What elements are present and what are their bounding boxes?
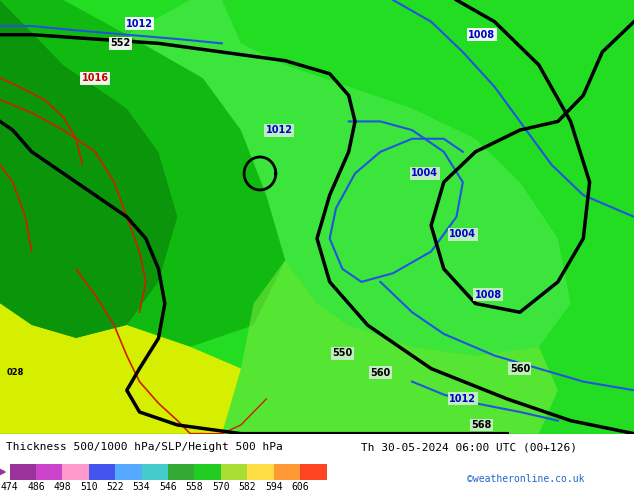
Bar <box>10 464 36 480</box>
Polygon shape <box>222 260 558 434</box>
Bar <box>195 464 221 480</box>
Text: 550: 550 <box>332 348 353 358</box>
Text: 560: 560 <box>370 368 391 378</box>
Bar <box>141 464 168 480</box>
Text: 552: 552 <box>110 38 131 49</box>
Text: 474: 474 <box>1 482 18 490</box>
Text: 028: 028 <box>6 368 23 377</box>
Text: 582: 582 <box>238 482 256 490</box>
Text: 498: 498 <box>53 482 71 490</box>
Text: 1004: 1004 <box>411 169 438 178</box>
Text: Th 30-05-2024 06:00 UTC (00+126): Th 30-05-2024 06:00 UTC (00+126) <box>361 442 578 452</box>
Bar <box>274 464 300 480</box>
Text: 1008: 1008 <box>469 30 495 40</box>
Text: 546: 546 <box>159 482 177 490</box>
Text: 510: 510 <box>80 482 98 490</box>
Bar <box>115 464 141 480</box>
Text: 1016: 1016 <box>82 73 108 83</box>
Bar <box>168 464 195 480</box>
Bar <box>89 464 115 480</box>
Bar <box>247 464 274 480</box>
Polygon shape <box>0 304 241 434</box>
Text: 1012: 1012 <box>450 394 476 404</box>
Polygon shape <box>127 0 571 356</box>
Text: 1008: 1008 <box>475 290 501 300</box>
Text: 570: 570 <box>212 482 230 490</box>
Text: 594: 594 <box>265 482 283 490</box>
Polygon shape <box>0 0 285 347</box>
Polygon shape <box>0 304 241 434</box>
Text: 558: 558 <box>186 482 204 490</box>
Text: 568: 568 <box>472 420 492 430</box>
Text: 1012: 1012 <box>266 125 292 135</box>
Bar <box>221 464 247 480</box>
Bar <box>62 464 89 480</box>
Text: 486: 486 <box>27 482 45 490</box>
Text: 1004: 1004 <box>450 229 476 239</box>
Polygon shape <box>0 0 178 338</box>
Bar <box>36 464 62 480</box>
Text: 560: 560 <box>510 364 530 373</box>
Text: 606: 606 <box>291 482 309 490</box>
Text: 1012: 1012 <box>126 19 153 29</box>
Text: Thickness 500/1000 hPa/SLP/Height 500 hPa: Thickness 500/1000 hPa/SLP/Height 500 hP… <box>6 442 283 452</box>
Polygon shape <box>0 0 634 434</box>
Text: 522: 522 <box>107 482 124 490</box>
Bar <box>300 464 327 480</box>
Text: ©weatheronline.co.uk: ©weatheronline.co.uk <box>467 474 585 484</box>
Text: 534: 534 <box>133 482 150 490</box>
